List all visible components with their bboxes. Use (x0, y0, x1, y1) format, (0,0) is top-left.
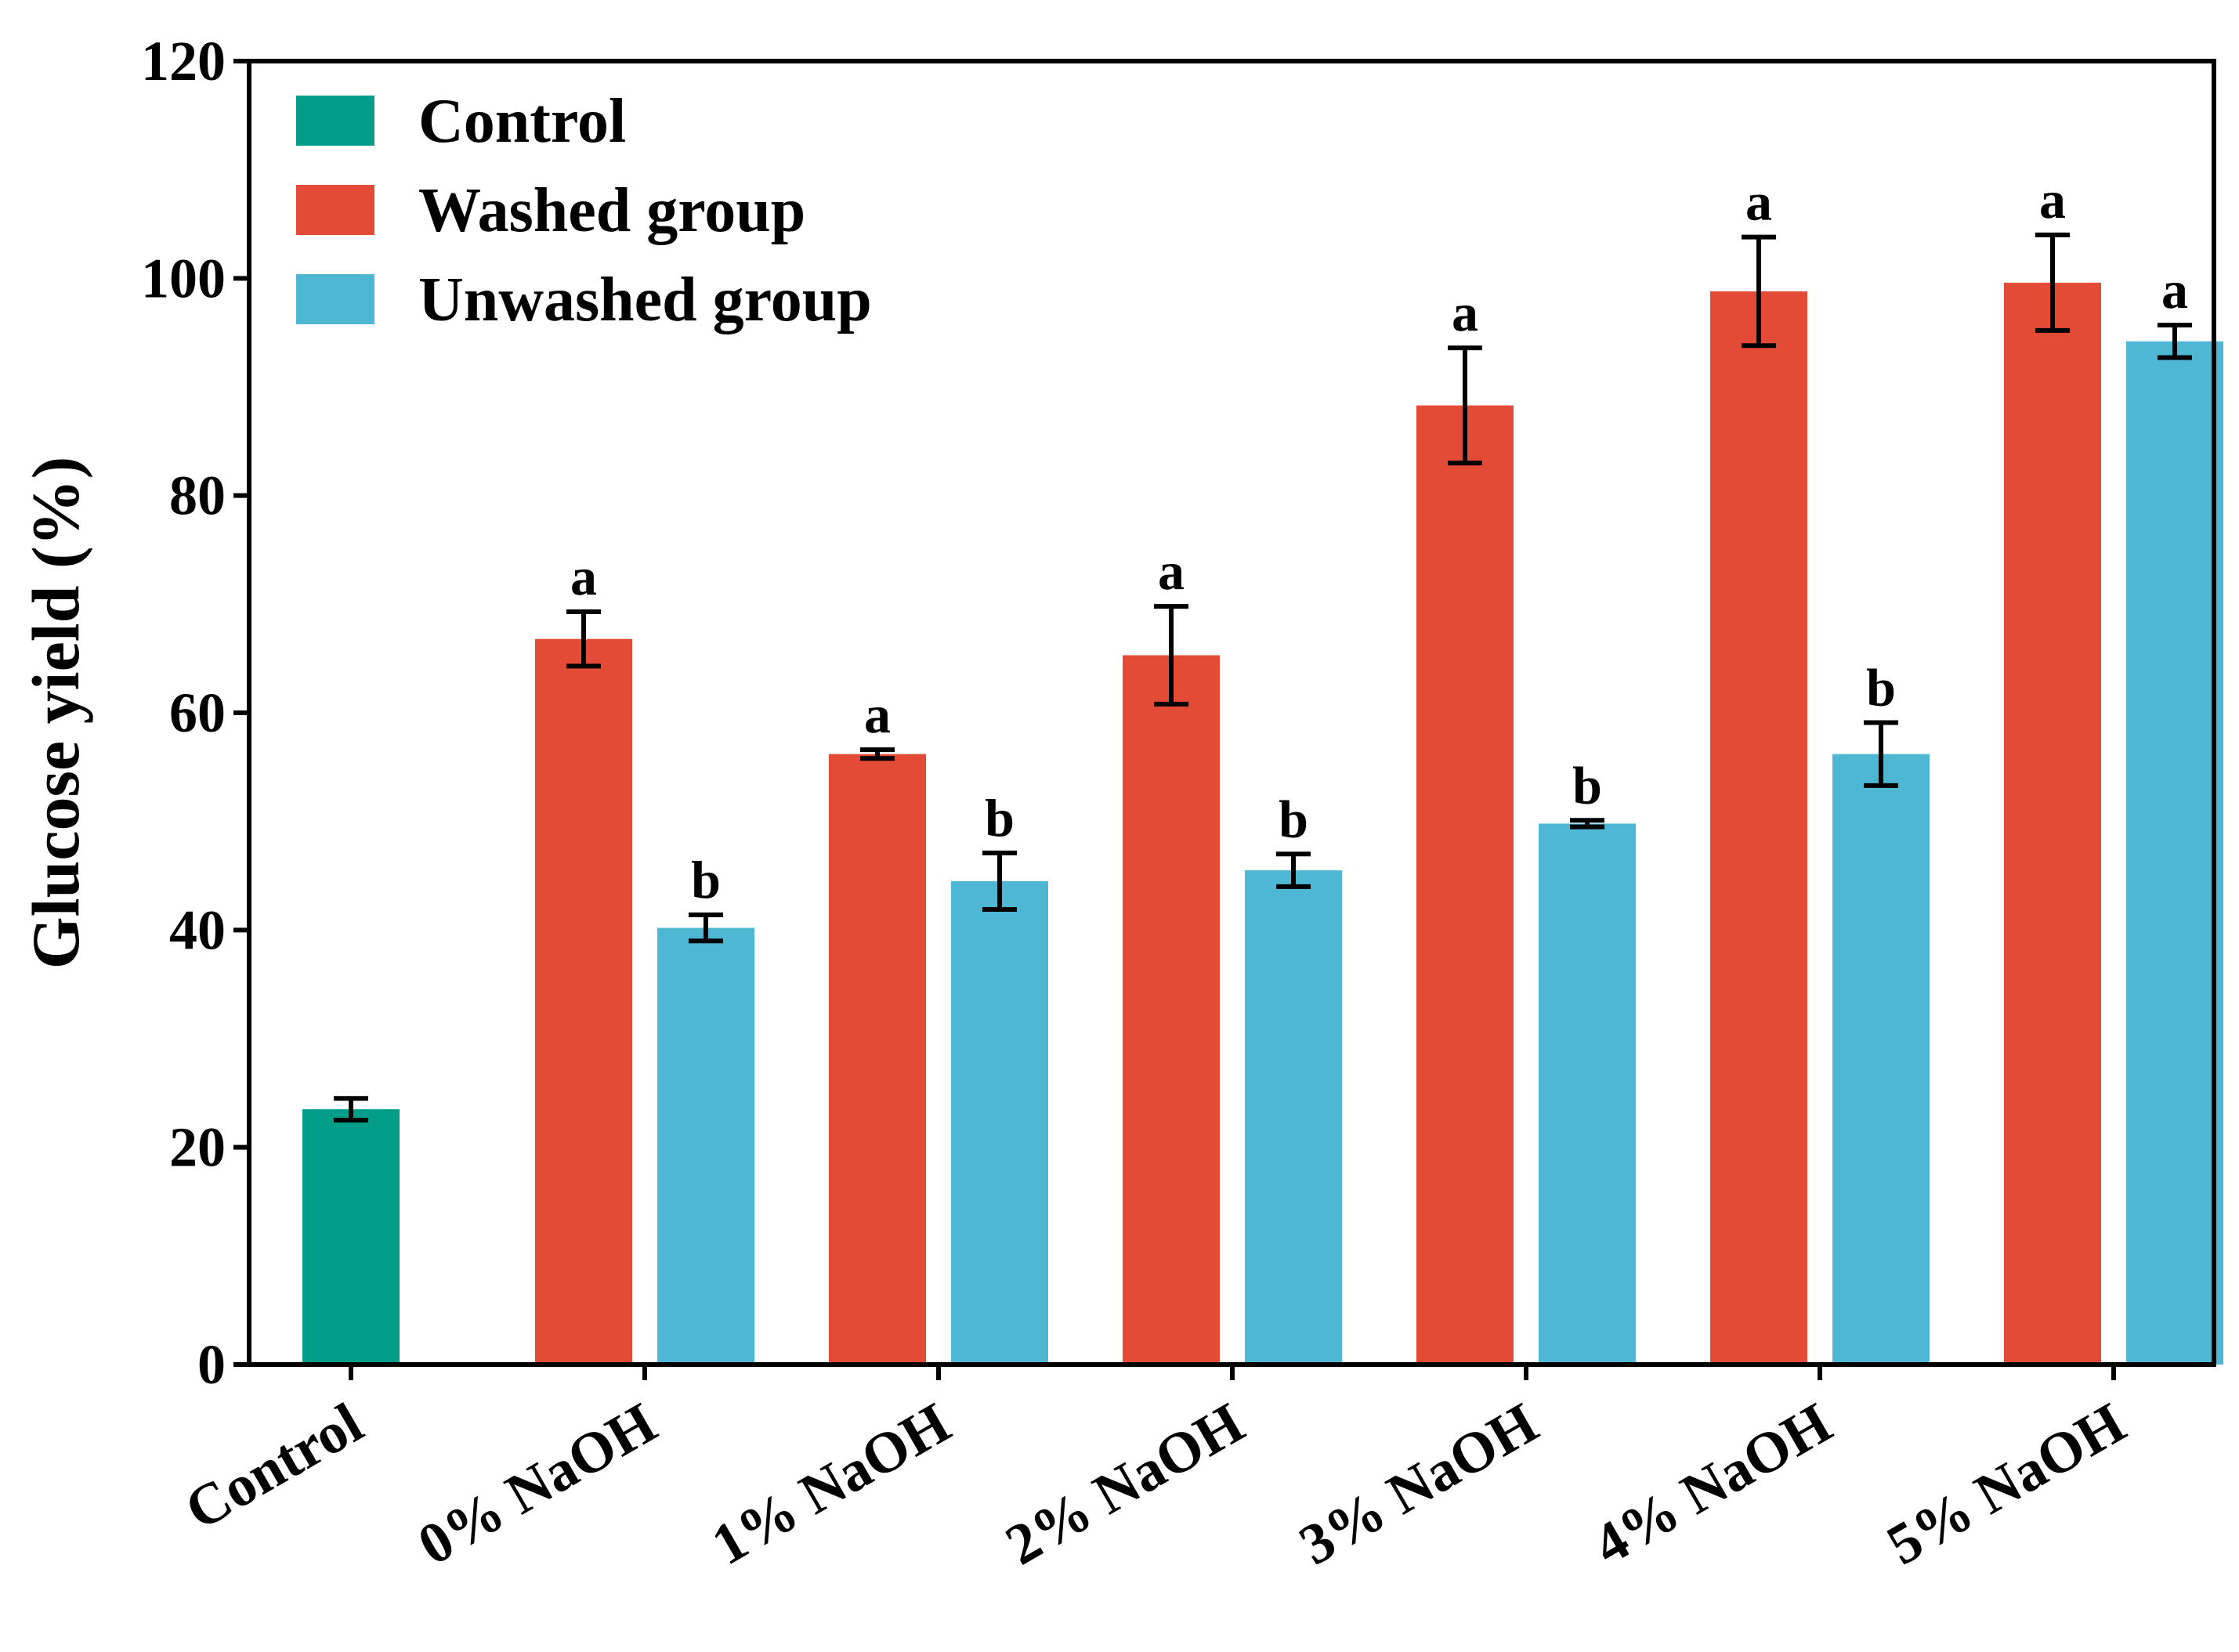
bar-washed-group-4pct-naoh (1710, 291, 1807, 1365)
bar-washed-group-2pct-naoh (1123, 655, 1220, 1365)
x-axis: Control 0% NaOH 1% NaOH 2% NaOH 3% NaOH 4% Na… (175, 1365, 2136, 1578)
bar-unwashed-group-3pct-naoh (1539, 823, 1636, 1365)
legend-label-washed-group: Washed group (418, 176, 805, 245)
bar-washed-group-0pct-naoh (535, 638, 632, 1365)
y-axis-title: Glucose yield (%) (18, 457, 93, 970)
bar-unwashed-group-2pct-naoh (1245, 870, 1342, 1365)
legend-swatch-unwashed-group (296, 274, 374, 324)
error-bars-layer (334, 232, 2192, 1122)
bar-unwashed-group-1pct-naoh (951, 880, 1048, 1365)
bar-washed-group-5pct-naoh (2004, 282, 2101, 1365)
significance-label-unwashed-group-1pct-naoh: b (985, 788, 1015, 848)
y-tick-label-120: 120 (141, 30, 226, 92)
x-tick-label-0pct-naoh: 0% NaOH (407, 1391, 667, 1578)
legend-label-unwashed-group: Unwashed group (418, 266, 872, 334)
significance-label-washed-group-2pct-naoh: a (1158, 541, 1185, 601)
y-tick-label-0: 0 (197, 1333, 226, 1396)
significance-label-washed-group-1pct-naoh: a (864, 685, 891, 744)
x-tick-label-control: Control (175, 1391, 373, 1543)
y-tick-label-80: 80 (169, 465, 226, 527)
bars-layer (302, 282, 2223, 1365)
significance-label-unwashed-group-4pct-naoh: b (1866, 657, 1896, 717)
legend-swatch-control (296, 96, 374, 146)
bar-unwashed-group-5pct-naoh (2126, 341, 2223, 1365)
significance-label-unwashed-group-3pct-naoh: b (1572, 755, 1602, 815)
x-tick-label-4pct-naoh: 4% NaOH (1582, 1391, 1842, 1578)
bar-control-control (302, 1109, 400, 1365)
bar-unwashed-group-0pct-naoh (657, 927, 754, 1365)
legend-label-control: Control (418, 87, 626, 156)
bar-washed-group-1pct-naoh (829, 754, 926, 1365)
x-tick-label-2pct-naoh: 2% NaOH (995, 1391, 1254, 1578)
significance-label-washed-group-5pct-naoh: a (2039, 170, 2066, 230)
bar-washed-group-3pct-naoh (1416, 405, 1514, 1365)
y-axis: 0 20 40 60 80 100 120 (141, 30, 249, 1396)
y-tick-label-60: 60 (169, 681, 226, 744)
y-tick-label-40: 40 (169, 898, 226, 961)
legend: Control Washed group Unwashed group (296, 87, 872, 334)
significance-label-unwashed-group-2pct-naoh: b (1279, 789, 1308, 848)
significance-label-unwashed-group-0pct-naoh: b (691, 850, 721, 909)
significance-label-washed-group-3pct-naoh: a (1452, 283, 1478, 342)
significance-label-unwashed-group-5pct-naoh: a (2161, 260, 2188, 320)
significance-labels-layer: a b a b a b a b a b a a (570, 170, 2188, 909)
significance-label-washed-group-0pct-naoh: a (570, 547, 597, 606)
legend-swatch-washed-group (296, 185, 374, 235)
y-tick-label-20: 20 (169, 1116, 226, 1179)
y-tick-label-100: 100 (141, 247, 226, 309)
bar-unwashed-group-4pct-naoh (1832, 754, 1930, 1365)
significance-label-washed-group-4pct-naoh: a (1745, 172, 1772, 232)
x-tick-label-3pct-naoh: 3% NaOH (1289, 1391, 1548, 1578)
x-tick-label-1pct-naoh: 1% NaOH (701, 1391, 960, 1578)
x-tick-label-5pct-naoh: 5% NaOH (1876, 1391, 2136, 1578)
